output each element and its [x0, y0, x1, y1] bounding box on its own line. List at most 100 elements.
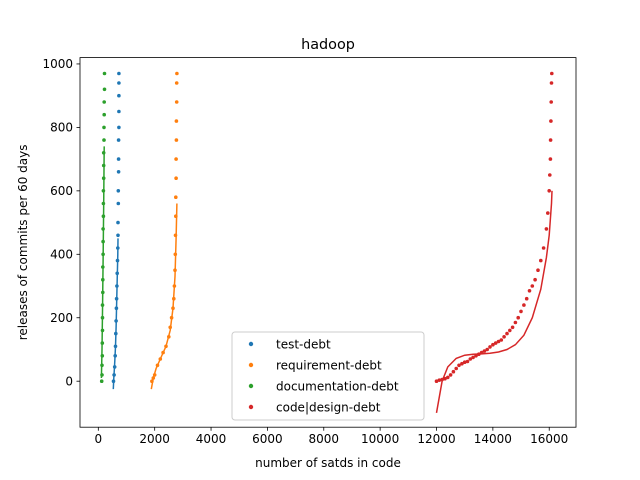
- series-3-point: [549, 119, 553, 123]
- series-1-point: [173, 268, 177, 273]
- series-1-point: [174, 100, 179, 104]
- series-2-point: [101, 151, 106, 155]
- x-tick-label: 8000: [308, 432, 339, 446]
- x-tick-label: 14000: [474, 432, 512, 446]
- series-3-point: [440, 377, 444, 382]
- x-tick-label: 0: [94, 432, 102, 446]
- series-2-point: [100, 303, 105, 307]
- series-2-point: [100, 373, 104, 377]
- legend-label: documentation-debt: [276, 380, 399, 394]
- legend: test-debt requirement-debt documentation-d…: [231, 331, 425, 421]
- series-2-point: [101, 163, 106, 168]
- series-0: [111, 71, 121, 390]
- series-3-point: [548, 138, 553, 142]
- series-0-point: [113, 354, 117, 358]
- series-2-point: [102, 112, 106, 117]
- x-tick-label: 12000: [417, 432, 455, 446]
- series-0-point: [117, 81, 121, 85]
- y-tick-label: 1000: [42, 57, 73, 71]
- series-2-point: [102, 100, 106, 104]
- plot-area: [99, 71, 554, 414]
- series-0-point: [113, 344, 118, 349]
- series-3-point: [477, 352, 481, 357]
- series-3-point: [505, 331, 509, 336]
- series-1-point: [168, 325, 172, 330]
- series-3-point: [462, 360, 467, 365]
- series-3-point: [468, 357, 473, 361]
- series-0-point: [117, 93, 121, 98]
- series-2-point: [102, 71, 107, 76]
- series-3-point: [448, 373, 453, 377]
- series-3-point: [549, 81, 554, 85]
- series-3-point: [533, 277, 537, 282]
- y-axis: 0 200 400 600 800 1000: [42, 57, 80, 388]
- legend-label: requirement-debt: [276, 359, 382, 373]
- series-1-point: [164, 344, 168, 349]
- series-3-fit-line: [435, 190, 553, 414]
- series-3-point: [549, 100, 553, 104]
- y-axis-label: releases of commits per 60 days: [16, 145, 30, 341]
- series-3-point: [524, 296, 529, 301]
- x-tick-label: 4000: [196, 432, 227, 446]
- series-1-point: [173, 233, 178, 238]
- series-3-point: [454, 366, 459, 371]
- series-3-point: [437, 378, 442, 383]
- series-0-point: [112, 373, 116, 377]
- series-3-point: [548, 173, 552, 177]
- legend-marker: [248, 383, 254, 389]
- series-3-point: [474, 354, 478, 358]
- series-1: [150, 71, 179, 390]
- series-0-point: [117, 71, 121, 76]
- series-0-point: [117, 125, 121, 130]
- series-2-point: [102, 138, 106, 142]
- series-3-point: [530, 284, 535, 288]
- series-0-point: [112, 365, 117, 369]
- series-2-point: [102, 87, 107, 92]
- legend-label: code|design-debt: [276, 401, 381, 415]
- series-0-point: [116, 246, 120, 250]
- series-3-point: [539, 258, 543, 263]
- series-1-point: [155, 363, 160, 368]
- series-3-point: [443, 376, 447, 381]
- series-1-point: [169, 315, 174, 320]
- series-1-point: [174, 119, 179, 123]
- series-1-point: [172, 284, 177, 288]
- series-3-point: [550, 71, 554, 76]
- axes-frame: [79, 57, 577, 428]
- series-3-point: [527, 289, 532, 293]
- series-0-point: [114, 331, 118, 336]
- series-2-point: [101, 252, 105, 257]
- series-2: [99, 71, 107, 384]
- series-3-point: [471, 355, 475, 360]
- x-tick-label: 10000: [361, 432, 399, 446]
- series-1-point: [174, 176, 178, 180]
- series-3-point: [502, 335, 506, 339]
- series-0-point: [117, 109, 121, 114]
- legend-box: [231, 331, 425, 421]
- y-tick-label: 800: [50, 121, 73, 135]
- series-3-point: [496, 339, 501, 344]
- series-1-point: [172, 296, 176, 301]
- series-1-point: [152, 373, 157, 377]
- series-3-point: [513, 320, 518, 325]
- series-1-point: [171, 306, 175, 311]
- series-3-point: [522, 303, 526, 307]
- series-3-point: [544, 227, 549, 231]
- series-3-point: [434, 379, 439, 384]
- y-tick-label: 600: [50, 184, 73, 198]
- series-2-point: [100, 354, 105, 358]
- series-2-point: [101, 214, 106, 218]
- series-3-point: [493, 341, 498, 345]
- x-axis-label: number of satds in code: [255, 456, 401, 470]
- series-2-point: [101, 176, 106, 180]
- legend-marker: [248, 362, 254, 368]
- series-1-point: [158, 357, 163, 361]
- series-3: [434, 71, 554, 414]
- series-0-point: [116, 201, 121, 206]
- series-3-point: [541, 246, 546, 250]
- series-2-point: [101, 189, 106, 193]
- series-3-point: [485, 347, 490, 352]
- x-tick-label: 6000: [252, 432, 283, 446]
- series-0-point: [115, 271, 119, 276]
